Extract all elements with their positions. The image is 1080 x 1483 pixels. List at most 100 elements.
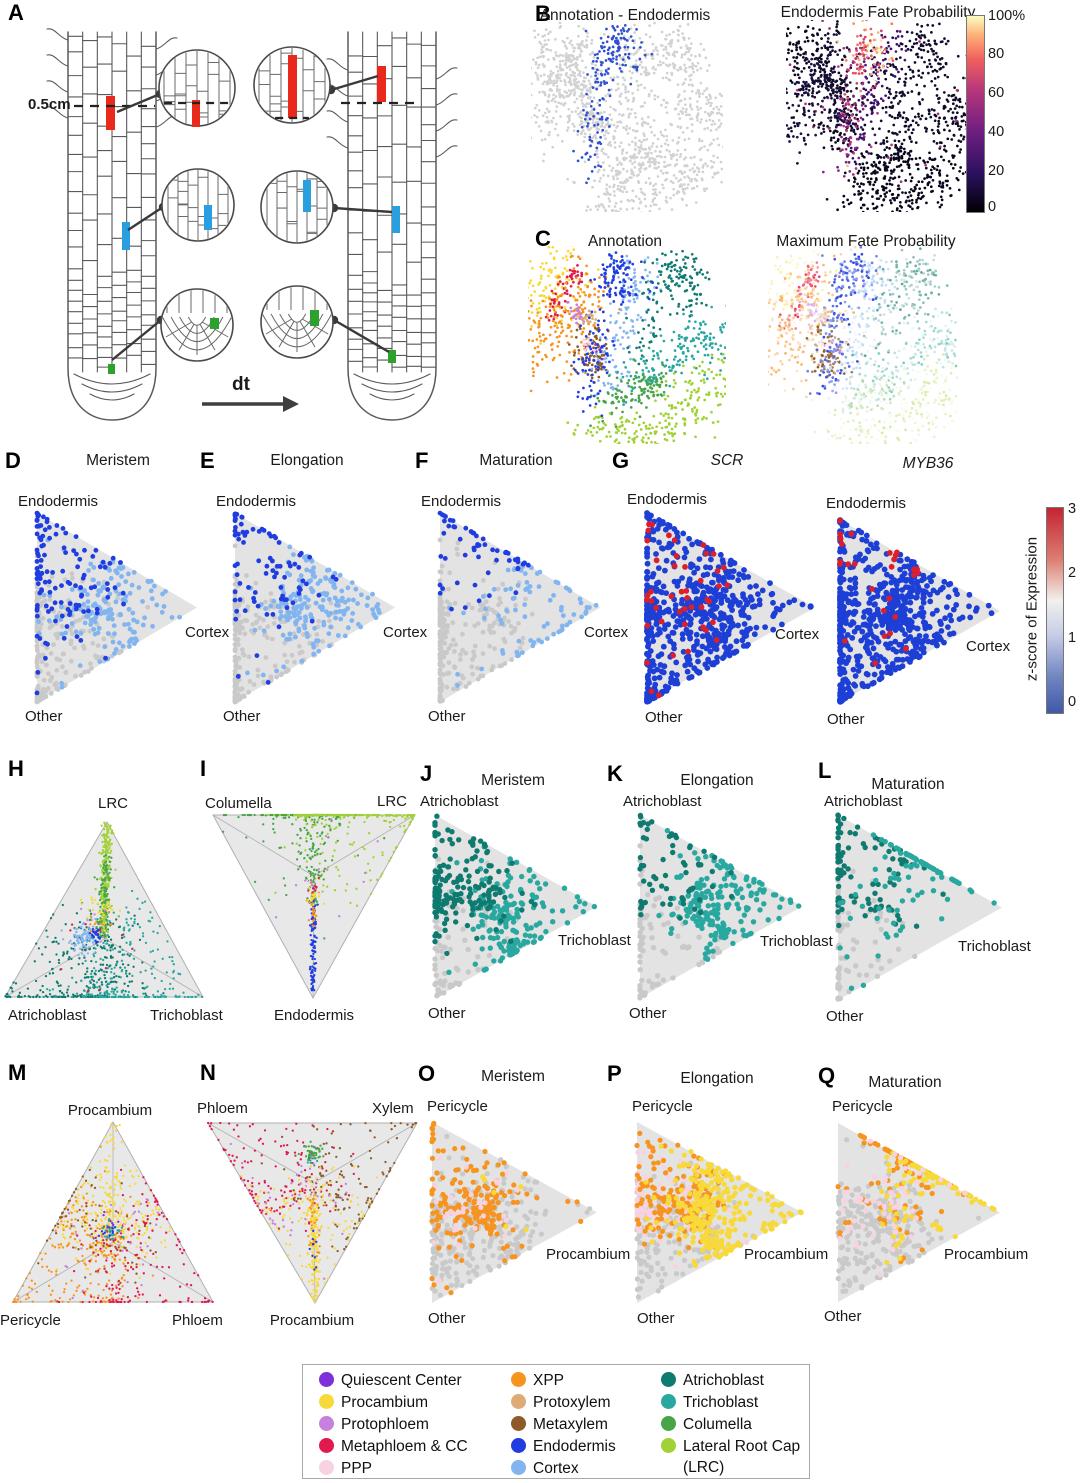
cbar-g-tick: 3 — [1068, 501, 1077, 517]
vertex-label: Other — [629, 1005, 667, 1022]
panel-k-title: Elongation — [680, 772, 754, 789]
cbar-b-tick: 40 — [988, 124, 1005, 140]
vertex-label: Trichoblast — [958, 938, 1031, 955]
panel-e-title: Elongation — [270, 452, 344, 469]
vertex-label: Other — [428, 708, 466, 725]
legend-swatch — [319, 1438, 334, 1453]
cbar-g-tick: 1 — [1068, 630, 1077, 646]
legend-swatch — [511, 1460, 526, 1475]
scale-label: 0.5cm — [28, 96, 71, 113]
vertex-label: Procambium — [546, 1246, 631, 1263]
legend-item: Protophloem — [319, 1414, 429, 1435]
vertex-label: Endodermis — [421, 493, 502, 510]
legend-item: Metaxylem — [511, 1414, 608, 1435]
vertex-label: Atrichoblast — [420, 793, 499, 810]
panel-p-title: Elongation — [680, 1070, 754, 1087]
panel-c-title-right: Maximum Fate Probability — [776, 233, 956, 250]
vertex-label: Atrichoblast — [8, 1007, 87, 1024]
cbar-b-tick: 60 — [988, 85, 1005, 101]
cbar-b-tick: 20 — [988, 163, 1005, 179]
panel-b-label: B — [535, 1, 551, 26]
vertex-label: Other — [25, 708, 63, 725]
fate-probability-colorbar — [966, 15, 985, 213]
legend-item: Quiescent Center — [319, 1370, 462, 1391]
vertex-label: Trichoblast — [558, 932, 631, 949]
panel-g-title-right: MYB36 — [902, 455, 954, 472]
vertex-label: Atrichoblast — [824, 793, 903, 810]
vertex-label: Cortex — [584, 624, 629, 641]
vertex-label: Endodermis — [216, 493, 297, 510]
umap-annotation-endodermis-plot — [531, 20, 723, 212]
legend-swatch — [661, 1438, 676, 1453]
panel-e-label: E — [200, 448, 215, 473]
dt-label: dt — [232, 374, 250, 395]
cbar-b-tick: 100% — [988, 8, 1026, 24]
panel-j-title: Meristem — [481, 772, 545, 789]
vertex-label: Other — [428, 1005, 466, 1022]
legend-item: Lateral Root Cap (LRC) — [661, 1436, 809, 1478]
umap-endodermis-fate-probability-plot — [786, 20, 968, 212]
panel-k-label: K — [607, 761, 623, 786]
vertex-label: Other — [428, 1310, 466, 1327]
vertex-label: Cortex — [966, 638, 1011, 655]
legend-item: Cortex — [511, 1458, 579, 1479]
panel-c-title-left: Annotation — [587, 233, 663, 250]
panel-g-title-left: SCR — [710, 452, 744, 469]
zscore-colorbar — [1046, 507, 1064, 714]
legend-swatch — [319, 1372, 334, 1387]
panel-q-title: Maturation — [868, 1074, 942, 1091]
panel-m-label: M — [8, 1060, 27, 1085]
panel-o-title: Meristem — [481, 1068, 545, 1085]
panel-b-title-left: Annotation - Endodermis — [539, 7, 711, 24]
vertex-label: LRC — [377, 793, 408, 810]
panel-l-label: L — [818, 758, 832, 783]
vertex-label: Endodermis — [627, 491, 708, 508]
vertex-label: Pericycle — [832, 1098, 893, 1115]
vertex-label: Trichoblast — [150, 1007, 223, 1024]
panel-h-label: H — [8, 756, 24, 781]
cbar-g-tick: 2 — [1068, 565, 1077, 581]
vertex-label: Cortex — [383, 624, 428, 641]
vertex-label: Other — [827, 711, 865, 728]
legend-item: Endodermis — [511, 1436, 616, 1457]
umap-maximum-fate-probability-plot — [768, 246, 958, 444]
panel-d-title: Meristem — [86, 452, 150, 469]
panel-f-title: Maturation — [479, 452, 553, 469]
vertex-label: Endodermis — [826, 495, 907, 512]
vertex-label: Xylem — [372, 1100, 414, 1117]
panel-d-label: D — [5, 448, 21, 473]
legend-item: PPP — [319, 1458, 372, 1479]
legend-item: Metaphloem & CC — [319, 1436, 468, 1457]
legend-item: Trichoblast — [661, 1392, 758, 1413]
vertex-label: Phloem — [172, 1312, 223, 1329]
vertex-label: Phloem — [197, 1100, 248, 1117]
vertex-label: Cortex — [185, 624, 230, 641]
vertex-label: Other — [826, 1008, 864, 1025]
cbar-b-tick: 0 — [988, 199, 997, 215]
vertex-label: Procambium — [744, 1246, 829, 1263]
panel-b-title-right: Endodermis Fate Probability — [780, 4, 976, 21]
legend-swatch — [319, 1460, 334, 1475]
cbar-g-tick: 0 — [1068, 694, 1077, 710]
vertex-label: Endodermis — [274, 1007, 355, 1024]
legend-swatch — [319, 1416, 334, 1431]
panel-q-label: Q — [818, 1063, 836, 1088]
vertex-label: Procambium — [944, 1246, 1029, 1263]
umap-annotation-plot — [528, 246, 726, 444]
vertex-label: Pericycle — [632, 1098, 693, 1115]
zscore-colorbar-label: z-score of Expression — [1023, 536, 1041, 682]
panel-j-label: J — [420, 761, 433, 786]
panel-a-label: A — [8, 0, 24, 25]
vertex-label: Pericycle — [0, 1312, 61, 1329]
legend-swatch — [511, 1416, 526, 1431]
vertex-label: Columella — [205, 795, 272, 812]
panel-p-label: P — [607, 1061, 622, 1086]
vertex-label: Other — [645, 709, 683, 726]
panel-l-title: Maturation — [871, 776, 945, 793]
legend-item: Columella — [661, 1414, 752, 1435]
vertex-label: Other — [637, 1310, 675, 1327]
vertex-label: Cortex — [775, 626, 820, 643]
panel-g-label: G — [612, 448, 630, 473]
legend-swatch — [511, 1372, 526, 1387]
